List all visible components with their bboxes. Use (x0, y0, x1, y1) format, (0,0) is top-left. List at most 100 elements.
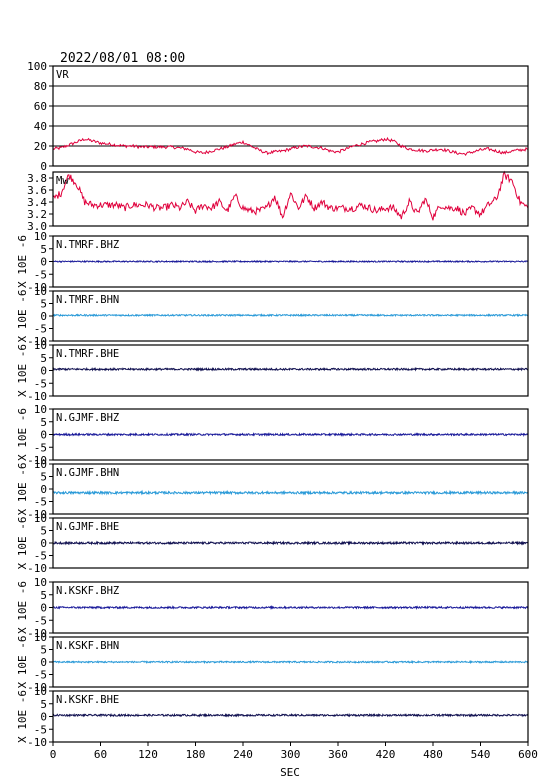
x-axis-label: SEC (280, 766, 300, 779)
y-axis-label: X 10E -6 (16, 235, 29, 288)
y-tick-label: -5 (34, 496, 47, 509)
series-line (52, 259, 529, 264)
panel-frame (52, 690, 529, 743)
y-axis-label: X 10E -6 (16, 690, 29, 743)
channel-label: N.KSKF.BHN (56, 640, 119, 652)
y-axis-label: X 10E -6 (16, 581, 29, 634)
y-tick-label: 0 (40, 483, 47, 496)
panel-mw: 3.03.23.43.63.8 Mw (27, 170, 529, 233)
y-tick-label: 5 (40, 298, 47, 311)
x-tick-label: 300 (281, 748, 301, 761)
series-line (52, 170, 529, 221)
channel-label: N.GJMF.BHE (56, 521, 119, 533)
y-tick-label: -10 (27, 508, 47, 521)
panel-frame (52, 344, 529, 397)
series-line (52, 136, 529, 157)
y-tick-label: -10 (27, 562, 47, 575)
y-tick-label: 0 (40, 537, 47, 550)
panel-frame (52, 65, 529, 167)
y-tick-label: -10 (27, 736, 47, 749)
y-tick-label: 0 (40, 160, 47, 173)
channel-label: N.GJMF.BHZ (56, 412, 119, 424)
y-tick-label: -5 (34, 669, 47, 682)
y-tick-label: 3.0 (27, 220, 47, 233)
y-tick-label: -5 (34, 323, 47, 336)
y-tick-label: 3.8 (27, 172, 47, 185)
y-tick-label: 10 (34, 685, 47, 698)
y-tick-label: 80 (34, 80, 47, 93)
y-axis-label: X 10E -6 (16, 344, 29, 397)
panel-frame (52, 290, 529, 342)
x-tick-label: 420 (376, 748, 396, 761)
y-tick-label: -5 (34, 377, 47, 390)
y-tick-label: -10 (27, 454, 47, 467)
y-tick-label: 10 (34, 631, 47, 644)
y-tick-label: 0 (40, 256, 47, 269)
series-line (52, 313, 529, 318)
y-tick-label: -5 (34, 268, 47, 281)
x-axis: 0 60 120 180 240 300 360 420 480 540 600 (50, 742, 538, 761)
y-tick-label: 0 (40, 711, 47, 724)
y-tick-label: 3.2 (27, 208, 47, 221)
y-tick-label: -5 (34, 723, 47, 736)
channel-label: Mw (56, 175, 69, 187)
x-tick-label: 120 (138, 748, 158, 761)
panel-frame (52, 517, 529, 569)
x-tick-label: 600 (518, 748, 538, 761)
panel-frame (52, 171, 529, 227)
y-tick-label: 5 (40, 416, 47, 429)
y-tick-label: -5 (34, 614, 47, 627)
panel-frame (52, 636, 529, 688)
channel-label: N.TMRF.BHZ (56, 239, 119, 251)
x-tick-label: 180 (186, 748, 206, 761)
y-tick-label: 10 (34, 403, 47, 416)
series-line (52, 540, 529, 546)
channel-label: N.GJMF.BHN (56, 467, 119, 479)
y-tick-label: 10 (34, 512, 47, 525)
series-line (52, 489, 529, 496)
y-axis-label: X 10E -6 (16, 463, 29, 516)
y-tick-label: 5 (40, 243, 47, 256)
y-tick-label: 3.6 (27, 184, 47, 197)
x-tick-label: 540 (471, 748, 491, 761)
channel-label: N.TMRF.BHE (56, 348, 119, 360)
y-tick-label: 0 (40, 656, 47, 669)
panel-frame (52, 408, 529, 461)
y-tick-label: 20 (34, 140, 47, 153)
y-tick-label: 10 (34, 285, 47, 298)
y-tick-label: 40 (34, 120, 47, 133)
y-tick-label: 0 (40, 429, 47, 442)
y-axis-label: X 10E -6 (16, 636, 29, 689)
y-tick-label: 0 (40, 602, 47, 615)
series-line (52, 366, 529, 372)
y-tick-label: 100 (27, 60, 47, 73)
series-line (52, 712, 529, 718)
channel-label: N.TMRF.BHN (56, 294, 119, 306)
y-tick-label: 0 (40, 365, 47, 378)
series-line (52, 432, 529, 437)
y-tick-label: 5 (40, 471, 47, 484)
x-tick-label: 480 (423, 748, 443, 761)
y-tick-label: 60 (34, 100, 47, 113)
x-tick-label: 360 (328, 748, 348, 761)
y-tick-label: -10 (27, 681, 47, 694)
y-tick-label: -5 (34, 550, 47, 563)
y-tick-label: 5 (40, 352, 47, 365)
x-tick-label: 0 (50, 748, 57, 761)
y-tick-label: 0 (40, 310, 47, 323)
channel-label: VR (56, 69, 69, 81)
y-tick-label: 10 (34, 576, 47, 589)
y-tick-label: -10 (27, 390, 47, 403)
y-tick-label: -5 (34, 441, 47, 454)
panel-frame (52, 235, 529, 288)
y-axis-label: X 10E -6 (16, 517, 29, 570)
